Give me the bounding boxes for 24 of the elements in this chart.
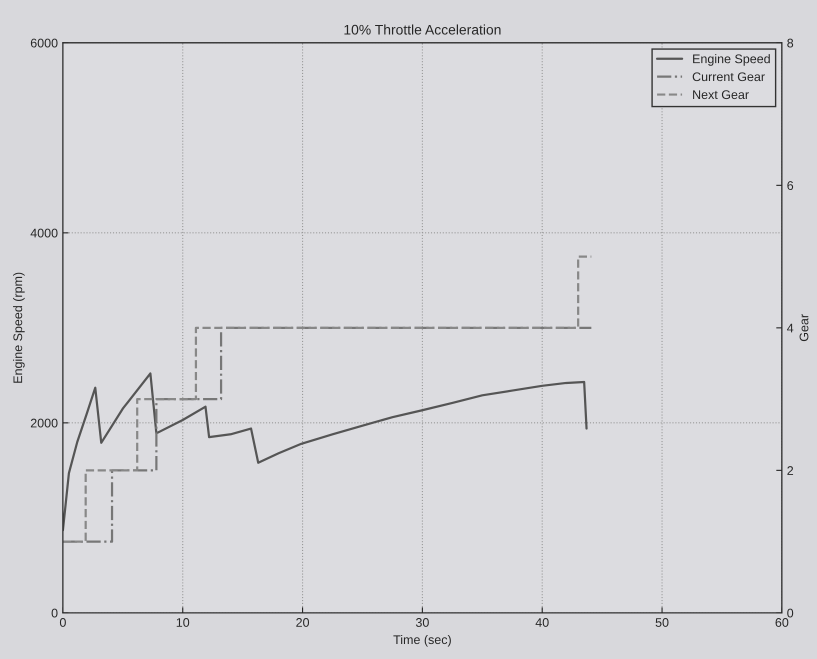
y2-axis-title: Gear — [800, 314, 808, 342]
legend-label: Next Gear — [693, 90, 749, 100]
y-tick-label: 2000 — [30, 418, 58, 428]
y-tick-label: 4000 — [30, 228, 58, 238]
y-tick-label: 6000 — [30, 38, 58, 48]
chart-title: 10% Throttle Acceleration — [344, 24, 501, 35]
x-tick-label: 60 — [776, 618, 788, 627]
y-axis-title: Engine Speed (rpm) — [13, 272, 25, 383]
x-tick-label: 10 — [176, 618, 190, 627]
y2-tick-label: 4 — [787, 324, 794, 332]
x-tick-label: 20 — [296, 618, 310, 627]
legend-label: Current Gear — [692, 72, 765, 82]
y-tick-label: 0 — [52, 608, 58, 618]
x-axis-title: Time (sec) — [393, 634, 451, 647]
x-tick-label: 40 — [536, 618, 549, 627]
y2-tick-label: 0 — [787, 608, 794, 618]
x-tick-label: 50 — [656, 618, 669, 627]
x-tick-label: 30 — [416, 618, 429, 627]
x-tick-label: 0 — [60, 618, 66, 627]
y2-tick-label: 6 — [787, 181, 794, 190]
y2-tick-label: 2 — [787, 466, 794, 475]
y2-tick-label: 8 — [787, 38, 794, 48]
line-series — [62, 372, 588, 532]
legend-label: Engine Speed — [693, 54, 770, 66]
